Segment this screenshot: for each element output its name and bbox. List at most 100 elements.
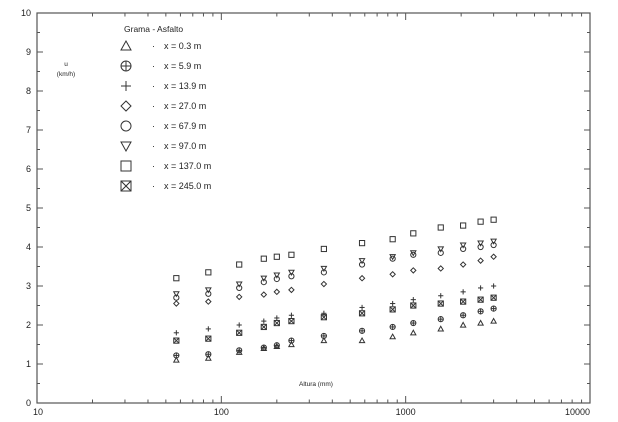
data-point-series-4 — [173, 300, 180, 307]
data-point-series-8 — [437, 300, 444, 307]
data-point-series-1 — [320, 336, 328, 344]
y-tick-label: 5 — [26, 203, 31, 213]
data-point-series-5 — [437, 249, 444, 256]
data-point-series-5 — [260, 279, 267, 286]
legend-label-6: x = 97.0 m — [164, 141, 206, 151]
y-axis-label-line1: u — [64, 61, 68, 68]
x-axis-label: Altura (mm) — [299, 381, 333, 388]
y-tick-label: 7 — [26, 125, 31, 135]
data-point-series-8 — [205, 335, 212, 342]
data-point-series-4 — [409, 267, 417, 274]
y-axis-label-line2: (km/h) — [57, 71, 75, 78]
legend-dot: · — [152, 41, 155, 51]
data-point-series-8 — [477, 296, 484, 303]
y-tick-label: 0 — [26, 398, 31, 408]
data-point-series-7 — [288, 251, 295, 258]
legend-dot: · — [152, 121, 155, 131]
data-point-series-7 — [320, 245, 327, 253]
data-point-series-7 — [260, 255, 267, 262]
data-point-series-5 — [477, 243, 484, 251]
data-point-series-4 — [235, 293, 243, 301]
data-point-series-8 — [236, 329, 243, 336]
data-point-series-4 — [273, 288, 281, 296]
data-point-series-5 — [273, 275, 280, 283]
axis-ticks — [36, 12, 591, 404]
data-point-series-1 — [477, 319, 485, 326]
data-point-series-1 — [235, 348, 243, 355]
data-point-series-5 — [460, 245, 467, 253]
data-point-series-2 — [320, 332, 327, 340]
legend-marker-2 — [120, 60, 132, 72]
data-point-series-6 — [459, 242, 467, 249]
data-point-series-5 — [490, 241, 497, 249]
y-tick-label: 4 — [26, 242, 31, 252]
y-tick-label: 3 — [26, 281, 31, 291]
data-point-series-6 — [437, 246, 445, 253]
legend-label-2: x = 5.9 m — [164, 61, 201, 71]
data-point-series-2 — [358, 327, 366, 334]
data-point-series-2 — [410, 319, 417, 327]
data-point-series-1 — [437, 325, 445, 332]
legend-marker-3 — [121, 81, 131, 91]
data-point-series-1 — [490, 317, 498, 324]
data-point-series-2 — [389, 323, 396, 331]
data-point-series-3 — [274, 315, 280, 321]
data-point-series-8 — [288, 318, 295, 325]
data-point-series-4 — [477, 257, 484, 264]
y-tick-label: 9 — [26, 47, 31, 57]
data-point-series-3 — [390, 300, 396, 307]
data-point-series-7 — [410, 230, 417, 237]
data-point-series-5 — [389, 255, 396, 262]
data-point-series-3 — [410, 297, 416, 303]
data-point-series-6 — [409, 250, 417, 257]
data-point-series-3 — [173, 330, 179, 336]
data-point-series-7 — [358, 240, 366, 247]
data-point-series-3 — [288, 312, 295, 318]
legend-label-5: x = 67.9 m — [164, 121, 206, 131]
data-point-series-4 — [320, 280, 328, 288]
data-point-series-7 — [205, 269, 212, 276]
data-point-series-3 — [460, 289, 466, 295]
data-point-series-8 — [358, 310, 366, 317]
data-point-series-2 — [490, 305, 497, 312]
data-point-series-2 — [437, 316, 444, 323]
data-point-series-4 — [459, 261, 467, 268]
legend-dot: · — [152, 141, 155, 151]
legend-dot: · — [152, 101, 155, 111]
legend-marker-6 — [120, 141, 132, 153]
data-point-series-2 — [477, 308, 484, 315]
legend-marker-1 — [120, 39, 132, 51]
data-point-series-4 — [490, 253, 497, 261]
data-point-series-5 — [320, 269, 327, 276]
data-point-series-1 — [358, 336, 366, 344]
data-point-series-7 — [273, 253, 280, 260]
data-point-series-2 — [260, 344, 267, 351]
legend-marker-8 — [120, 180, 132, 192]
data-point-series-1 — [204, 354, 212, 361]
legend-dot: · — [152, 61, 155, 71]
data-point-series-1 — [172, 356, 180, 363]
legend-label-3: x = 13.9 m — [164, 81, 206, 91]
data-point-series-4 — [389, 270, 396, 278]
data-point-series-7 — [389, 236, 396, 243]
data-point-series-7 — [236, 261, 243, 268]
data-point-series-8 — [273, 319, 280, 327]
data-point-series-6 — [490, 238, 498, 245]
data-point-series-6 — [204, 287, 212, 294]
x-tick-label: 1000 — [396, 407, 416, 417]
data-point-series-8 — [389, 306, 396, 313]
data-point-series-7 — [460, 222, 467, 229]
data-point-series-2 — [205, 351, 212, 358]
data-point-series-5 — [236, 284, 243, 292]
data-point-series-4 — [358, 274, 366, 282]
data-point-series-2 — [288, 337, 295, 344]
data-point-series-6 — [260, 275, 268, 282]
data-point-series-2 — [273, 342, 280, 349]
data-point-series-3 — [261, 318, 267, 324]
data-point-series-3 — [205, 326, 211, 332]
data-point-series-2 — [236, 347, 243, 354]
data-point-series-5 — [358, 261, 366, 268]
axis-tick-labels: 0 1 2 3 4 5 6 7 8 9 10 10 100 1000 10000 — [21, 8, 590, 417]
data-point-series-4 — [288, 286, 295, 294]
